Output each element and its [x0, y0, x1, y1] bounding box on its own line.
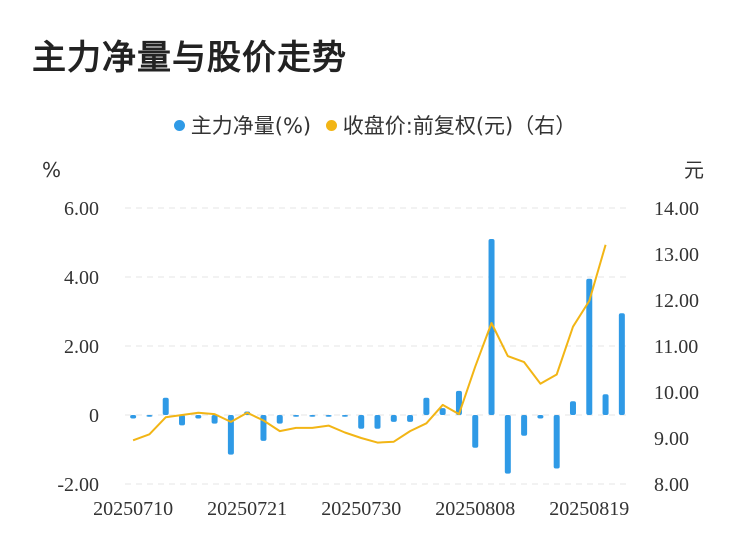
x-axis-tick-label: 20250710	[93, 498, 173, 520]
chart-legend: 主力净量(%) 收盘价:前复权(元)（右）	[0, 110, 750, 140]
bar	[374, 415, 381, 429]
right-axis-tick-label: 10.00	[654, 382, 699, 404]
bar	[423, 397, 430, 415]
chart-title: 主力净量与股价走势	[32, 38, 347, 78]
right-axis-tick-label: 9.00	[654, 428, 689, 450]
bar	[195, 415, 202, 419]
left-axis-tick-label: 2.00	[64, 336, 99, 358]
legend-item-close-price[interactable]: 收盘价:前复权(元)（右）	[325, 110, 577, 140]
legend-item-main-net[interactable]: 主力净量(%)	[173, 110, 312, 140]
bar	[276, 415, 283, 424]
left-axis-tick-label: 0	[89, 405, 99, 427]
bar	[325, 415, 332, 417]
bar	[358, 415, 365, 429]
bar	[162, 397, 169, 415]
right-axis-tick-label: 12.00	[654, 290, 699, 312]
right-axis-tick-label: 11.00	[654, 336, 698, 358]
close-price-line	[132, 244, 607, 444]
bar	[179, 415, 186, 426]
left-axis-tick-label: 4.00	[64, 267, 99, 289]
x-axis-tick-label: 20250808	[435, 498, 515, 520]
bar	[521, 415, 528, 436]
bar	[537, 415, 544, 419]
legend-label-close-price: 收盘价:前复权(元)（右）	[342, 114, 577, 138]
bar	[390, 415, 397, 422]
bar	[488, 239, 495, 415]
bar	[146, 415, 153, 417]
right-axis-tick-label: 8.00	[654, 474, 689, 496]
x-axis-tick-label: 20250819	[549, 498, 629, 520]
legend-dot-close-price	[325, 119, 337, 131]
x-axis-tick-label: 20250721	[207, 498, 287, 520]
bar	[407, 415, 414, 422]
bar	[569, 401, 576, 415]
right-axis-tick-label: 13.00	[654, 244, 699, 266]
bar	[504, 415, 511, 474]
right-axis-tick-label: 14.00	[654, 198, 699, 220]
bar	[618, 313, 625, 415]
right-axis-unit: 元	[684, 158, 704, 182]
bar	[439, 408, 446, 415]
legend-label-main-net: 主力净量(%)	[190, 114, 312, 138]
bar	[602, 394, 609, 415]
bar	[211, 415, 218, 424]
bar	[586, 278, 593, 415]
x-axis-tick-label: 20250730	[321, 498, 401, 520]
bar	[227, 415, 234, 455]
left-axis-unit: %	[42, 158, 61, 182]
bar	[341, 415, 348, 417]
bar	[293, 415, 300, 417]
bar	[472, 415, 479, 448]
legend-dot-main-net	[173, 119, 185, 131]
bar	[309, 415, 316, 417]
left-axis-tick-label: -2.00	[57, 474, 99, 496]
left-axis-tick-label: 6.00	[64, 198, 99, 220]
bar	[553, 415, 560, 469]
bar	[130, 415, 137, 419]
